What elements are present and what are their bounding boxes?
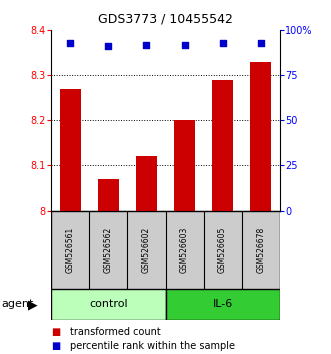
- Text: percentile rank within the sample: percentile rank within the sample: [70, 341, 234, 351]
- Text: ▶: ▶: [27, 298, 37, 311]
- Text: GSM526678: GSM526678: [256, 227, 265, 273]
- Text: GSM526562: GSM526562: [104, 227, 113, 273]
- Text: GSM526605: GSM526605: [218, 226, 227, 273]
- Text: GSM526602: GSM526602: [142, 227, 151, 273]
- Text: ■: ■: [51, 341, 61, 351]
- Bar: [136, 156, 157, 211]
- Point: [106, 44, 111, 49]
- Bar: [60, 89, 81, 211]
- Bar: [51, 289, 166, 320]
- Text: agent: agent: [2, 299, 34, 309]
- Bar: [250, 62, 271, 211]
- Bar: [212, 80, 233, 211]
- Bar: [174, 120, 195, 211]
- Point: [182, 42, 187, 47]
- Text: transformed count: transformed count: [70, 327, 160, 337]
- Point: [144, 42, 149, 47]
- Text: ■: ■: [51, 327, 61, 337]
- Bar: [166, 289, 280, 320]
- Text: control: control: [89, 299, 128, 309]
- Point: [220, 40, 225, 46]
- Point: [258, 40, 263, 46]
- Text: GDS3773 / 10455542: GDS3773 / 10455542: [98, 12, 233, 25]
- Text: GSM526561: GSM526561: [66, 227, 75, 273]
- Bar: [98, 179, 119, 211]
- Point: [68, 40, 73, 46]
- Text: IL-6: IL-6: [213, 299, 233, 309]
- Text: GSM526603: GSM526603: [180, 226, 189, 273]
